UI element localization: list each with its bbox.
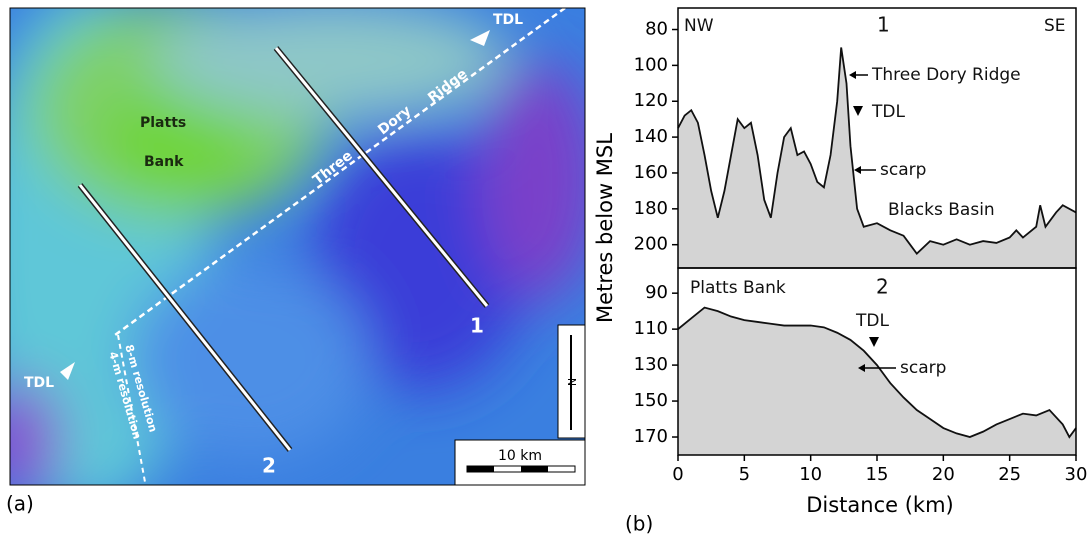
- bank-label: Bank: [144, 154, 184, 170]
- profile-line: [677, 306, 1077, 439]
- map: Platts Bank Three Dory Ridge TDL TDL 1 2…: [10, 8, 585, 485]
- area-fill: [678, 47, 1076, 269]
- annotation: Platts Bank: [690, 278, 786, 298]
- y-tick-label: 140: [634, 126, 668, 147]
- corner-label: NW: [684, 16, 714, 36]
- panel-label: (a): [6, 492, 34, 516]
- profile-line: [677, 47, 1077, 256]
- profile-label: 1: [470, 314, 484, 338]
- tdl-label: TDL: [493, 12, 523, 28]
- y-tick-label: 130: [634, 354, 668, 375]
- y-tick-label: 80: [645, 19, 668, 40]
- area-fill: [678, 307, 1076, 455]
- x-tick-label: 10: [799, 464, 822, 485]
- scale-label: 10 km: [498, 448, 542, 464]
- y-tick-label: 170: [634, 426, 668, 447]
- x-tick-label: 15: [866, 464, 889, 485]
- annotation: scarp: [880, 160, 926, 180]
- profile-label: 2: [262, 454, 276, 478]
- y-tick-label: 120: [634, 90, 668, 111]
- tdl-label: TDL: [24, 375, 54, 391]
- annotation: TDL: [871, 102, 905, 122]
- panel-label: (b): [625, 512, 653, 536]
- x-tick-label: 20: [932, 464, 955, 485]
- y-tick-label: 110: [634, 318, 668, 339]
- x-tick-label: 5: [739, 464, 750, 485]
- annotations: NW SE 1 Three Dory Ridge TDL scarp Black…: [684, 13, 1066, 379]
- y-tick-label: 160: [634, 162, 668, 183]
- x-tick-label: 25: [998, 464, 1021, 485]
- annotation: scarp: [900, 358, 946, 378]
- y-tick-label: 150: [634, 390, 668, 411]
- annotation: TDL: [855, 311, 889, 331]
- annotation: Blacks Basin: [888, 200, 995, 220]
- annotation: Three Dory Ridge: [871, 65, 1021, 85]
- corner-label: SE: [1044, 16, 1066, 36]
- y-tick-label: 200: [634, 234, 668, 255]
- profile-title: 1: [877, 13, 890, 37]
- y-tick-label: 180: [634, 198, 668, 219]
- x-tick-label: 30: [1065, 464, 1088, 485]
- north-label: N: [565, 378, 578, 386]
- y-tick-label: 100: [634, 54, 668, 75]
- y-axis-label: Metres below MSL: [593, 133, 617, 323]
- y-tick-label: 90: [645, 282, 668, 303]
- x-axis-label: Distance (km): [806, 493, 954, 517]
- x-tick-label: 0: [672, 464, 683, 485]
- bank-label: Platts: [140, 115, 186, 131]
- profile-title: 2: [876, 275, 889, 299]
